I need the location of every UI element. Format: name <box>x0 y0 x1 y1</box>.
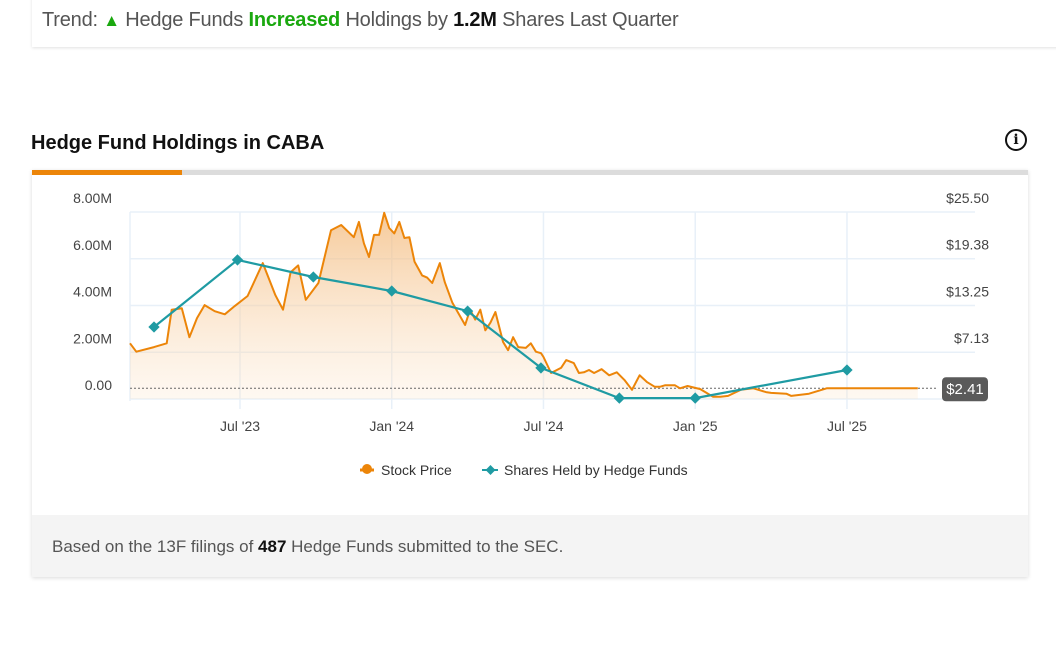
y-left-tick-label: 2.00M <box>73 330 112 346</box>
hedge-fund-count: 487 <box>258 537 287 556</box>
shares-held-point <box>613 392 626 404</box>
shares-held-point <box>231 254 244 266</box>
shares-held-point <box>689 392 701 404</box>
trend-text-1: Hedge Funds <box>125 9 244 31</box>
legend-stock-price-label: Stock Price <box>381 462 452 478</box>
y-left-tick-label: 4.00M <box>73 284 112 300</box>
current-price-badge-bg <box>942 377 988 402</box>
shares-held-point <box>148 321 160 333</box>
current-price-badge: $2.41 <box>942 377 988 402</box>
x-tick-label: Jan '24 <box>369 418 414 434</box>
legend-stock-price-marker-icon <box>362 464 372 474</box>
x-tick-label: Jul '23 <box>220 418 260 434</box>
holdings-chart: 0.00 2.00M 4.00M 6.00M 8.00M $7.13 $13.25 $19.3… <box>73 190 989 478</box>
shares-held-point <box>307 271 319 283</box>
shares-held-point <box>841 364 853 376</box>
trend-direction: Increased <box>248 9 341 31</box>
legend-shares-marker-icon <box>485 465 496 475</box>
y-left-tick-label: 8.00M <box>73 190 112 206</box>
trend-amount: 1.2M <box>453 9 497 31</box>
trend-text-3: Shares Last Quarter <box>502 9 679 31</box>
trend-text-2: Holdings by <box>345 9 448 31</box>
legend: Stock Price Shares Held by Hedge Funds <box>360 462 688 478</box>
footer-suffix: Hedge Funds submitted to the SEC. <box>291 537 564 556</box>
y-right-tick-label: $25.50 <box>946 190 989 206</box>
shares-held-point <box>535 362 547 374</box>
chart-card: 0.00 2.00M 4.00M 6.00M 8.00M $7.13 $13.25 $19.3… <box>32 170 1028 577</box>
y-right-tick-label: $7.13 <box>954 330 989 346</box>
y-right-tick-label: $13.25 <box>946 284 989 300</box>
trend-up-arrow-icon: ▲ <box>103 11 120 30</box>
chart-tab-bar <box>32 170 1028 175</box>
y-right-tick-label: $19.38 <box>946 237 989 253</box>
x-tick-label: Jan '25 <box>673 418 718 434</box>
current-price-label: $2.41 <box>946 381 984 398</box>
series-layer: $2.41 <box>129 211 988 404</box>
legend-shares-label: Shares Held by Hedge Funds <box>504 462 688 478</box>
x-tick-label: Jul '24 <box>523 418 563 434</box>
footer: Based on the 13F filings of 487 Hedge Fu… <box>32 515 1028 577</box>
axis-ticks: 0.00 2.00M 4.00M 6.00M 8.00M $7.13 $13.25 $19.3… <box>73 190 989 434</box>
stock-price-area <box>129 212 918 399</box>
footer-text: Based on the 13F filings of 487 Hedge Fu… <box>52 537 563 557</box>
trend-summary: Trend: ▲ Hedge Funds Increased Holdings … <box>42 9 679 32</box>
footer-prefix: Based on the 13F filings of <box>52 537 254 556</box>
chart-tab-active-indicator[interactable] <box>32 170 182 175</box>
trend-card: Trend: ▲ Hedge Funds Increased Holdings … <box>32 0 1056 47</box>
y-left-tick-label: 6.00M <box>73 237 112 253</box>
shares-held-point <box>461 305 474 317</box>
x-tick-label: Jul '25 <box>827 418 867 434</box>
info-icon[interactable]: i <box>1005 129 1027 151</box>
y-left-tick-label: 0.00 <box>85 377 112 393</box>
trend-prefix: Trend: <box>42 9 98 31</box>
section-title: Hedge Fund Holdings in CABA <box>31 132 325 154</box>
